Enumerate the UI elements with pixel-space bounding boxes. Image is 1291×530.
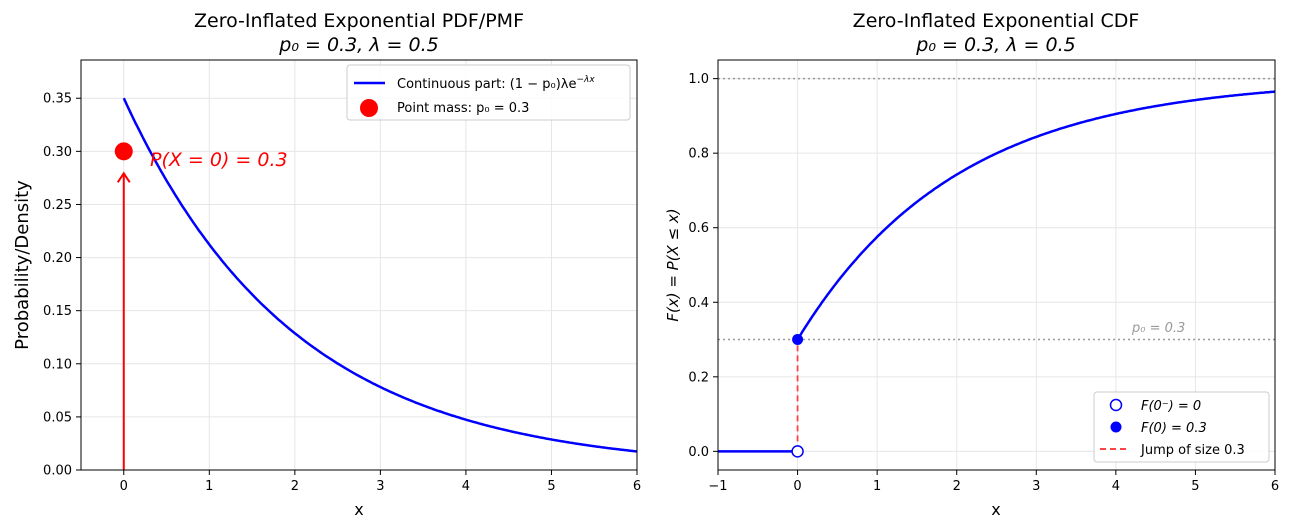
x-tick-label: 6: [633, 479, 641, 494]
left-xlabel: x: [354, 500, 363, 519]
legend-label-open: F(0⁻) = 0: [1141, 399, 1201, 414]
right-xlabel: x: [991, 500, 1000, 519]
cdf-curve: [796, 90, 1276, 341]
y-tick-label: 0.30: [43, 145, 72, 160]
x-tick-label: 5: [1191, 479, 1199, 494]
x-tick-label: 6: [1271, 479, 1279, 494]
x-tick-label: 0: [120, 479, 128, 494]
right-title: Zero-Inflated Exponential CDF: [853, 10, 1140, 32]
legend-label-point-mass: Point mass: p₀ = 0.3: [397, 101, 529, 116]
y-tick-label: 0.15: [43, 304, 72, 319]
filled-circle-marker: [792, 334, 804, 346]
legend-marker-open: [1109, 398, 1123, 412]
x-tick-label: 1: [873, 479, 881, 494]
legend-frame: [346, 64, 631, 121]
legend-marker-filled: [1110, 421, 1122, 433]
legend-label-continuous: Continuous part: (1 − p₀)λe−λx: [397, 75, 595, 92]
x-tick-label: 4: [462, 479, 470, 494]
legend-frame: [1093, 391, 1270, 463]
x-tick-label: 3: [1032, 479, 1040, 494]
x-tick-label: 5: [547, 479, 555, 494]
x-tick-label: 2: [291, 479, 299, 494]
x-tick-label: −1: [708, 479, 727, 494]
x-tick-label: 1: [205, 479, 213, 494]
right-ylabel: F(x) = P(X ≤ x): [664, 208, 682, 321]
point-mass-annotation: P(X = 0) = 0.3: [150, 149, 288, 171]
x-tick-label: 4: [1112, 479, 1120, 494]
y-tick-label: 0.05: [43, 410, 72, 425]
y-tick-label: 0.8: [688, 147, 709, 162]
x-tick-label: 2: [953, 479, 961, 494]
point-mass-marker: [114, 142, 133, 161]
left-subtitle: p₀ = 0.3, λ = 0.5: [278, 34, 438, 56]
p0-line-label: p₀ = 0.3: [1131, 321, 1185, 336]
y-tick-label: 0.2: [688, 370, 709, 385]
y-tick-label: 0.10: [43, 357, 72, 372]
x-tick-label: 3: [376, 479, 384, 494]
axes-frame: [717, 59, 1276, 471]
axes-frame: [80, 59, 638, 471]
left-ylabel: Probability/Density: [12, 180, 33, 350]
y-tick-label: 1.0: [688, 72, 709, 87]
pdf-curve: [122, 97, 638, 453]
y-tick-label: 0.00: [43, 464, 72, 479]
legend-marker-point-mass: [360, 99, 378, 117]
left-legend: Continuous part: (1 − p₀)λe−λx Point mas…: [346, 64, 631, 121]
arrow-head-icon: [116, 171, 131, 183]
y-tick-label: 0.35: [43, 92, 72, 107]
legend-label-filled: F(0) = 0.3: [1141, 421, 1207, 436]
left-title: Zero-Inflated Exponential PDF/PMF: [194, 10, 524, 32]
x-tick-label: 0: [793, 479, 801, 494]
y-tick-label: 0.25: [43, 198, 72, 213]
right-legend: F(0⁻) = 0 F(0) = 0.3 Jump of size 0.3: [1093, 391, 1270, 463]
y-tick-label: 0.4: [688, 296, 709, 311]
left-plot: 0 1 2 3 4 5 6 0.00 0.05 0.10 0.15 0.20 0.25 0.30 0.35: [43, 59, 641, 494]
open-circle-marker: [791, 445, 804, 458]
right-subtitle: p₀ = 0.3, λ = 0.5: [915, 34, 1075, 56]
y-tick-label: 0.6: [688, 221, 709, 236]
y-tick-label: 0.20: [43, 251, 72, 266]
legend-label-jump: Jump of size 0.3: [1140, 443, 1245, 458]
y-tick-label: 0.0: [688, 445, 709, 460]
